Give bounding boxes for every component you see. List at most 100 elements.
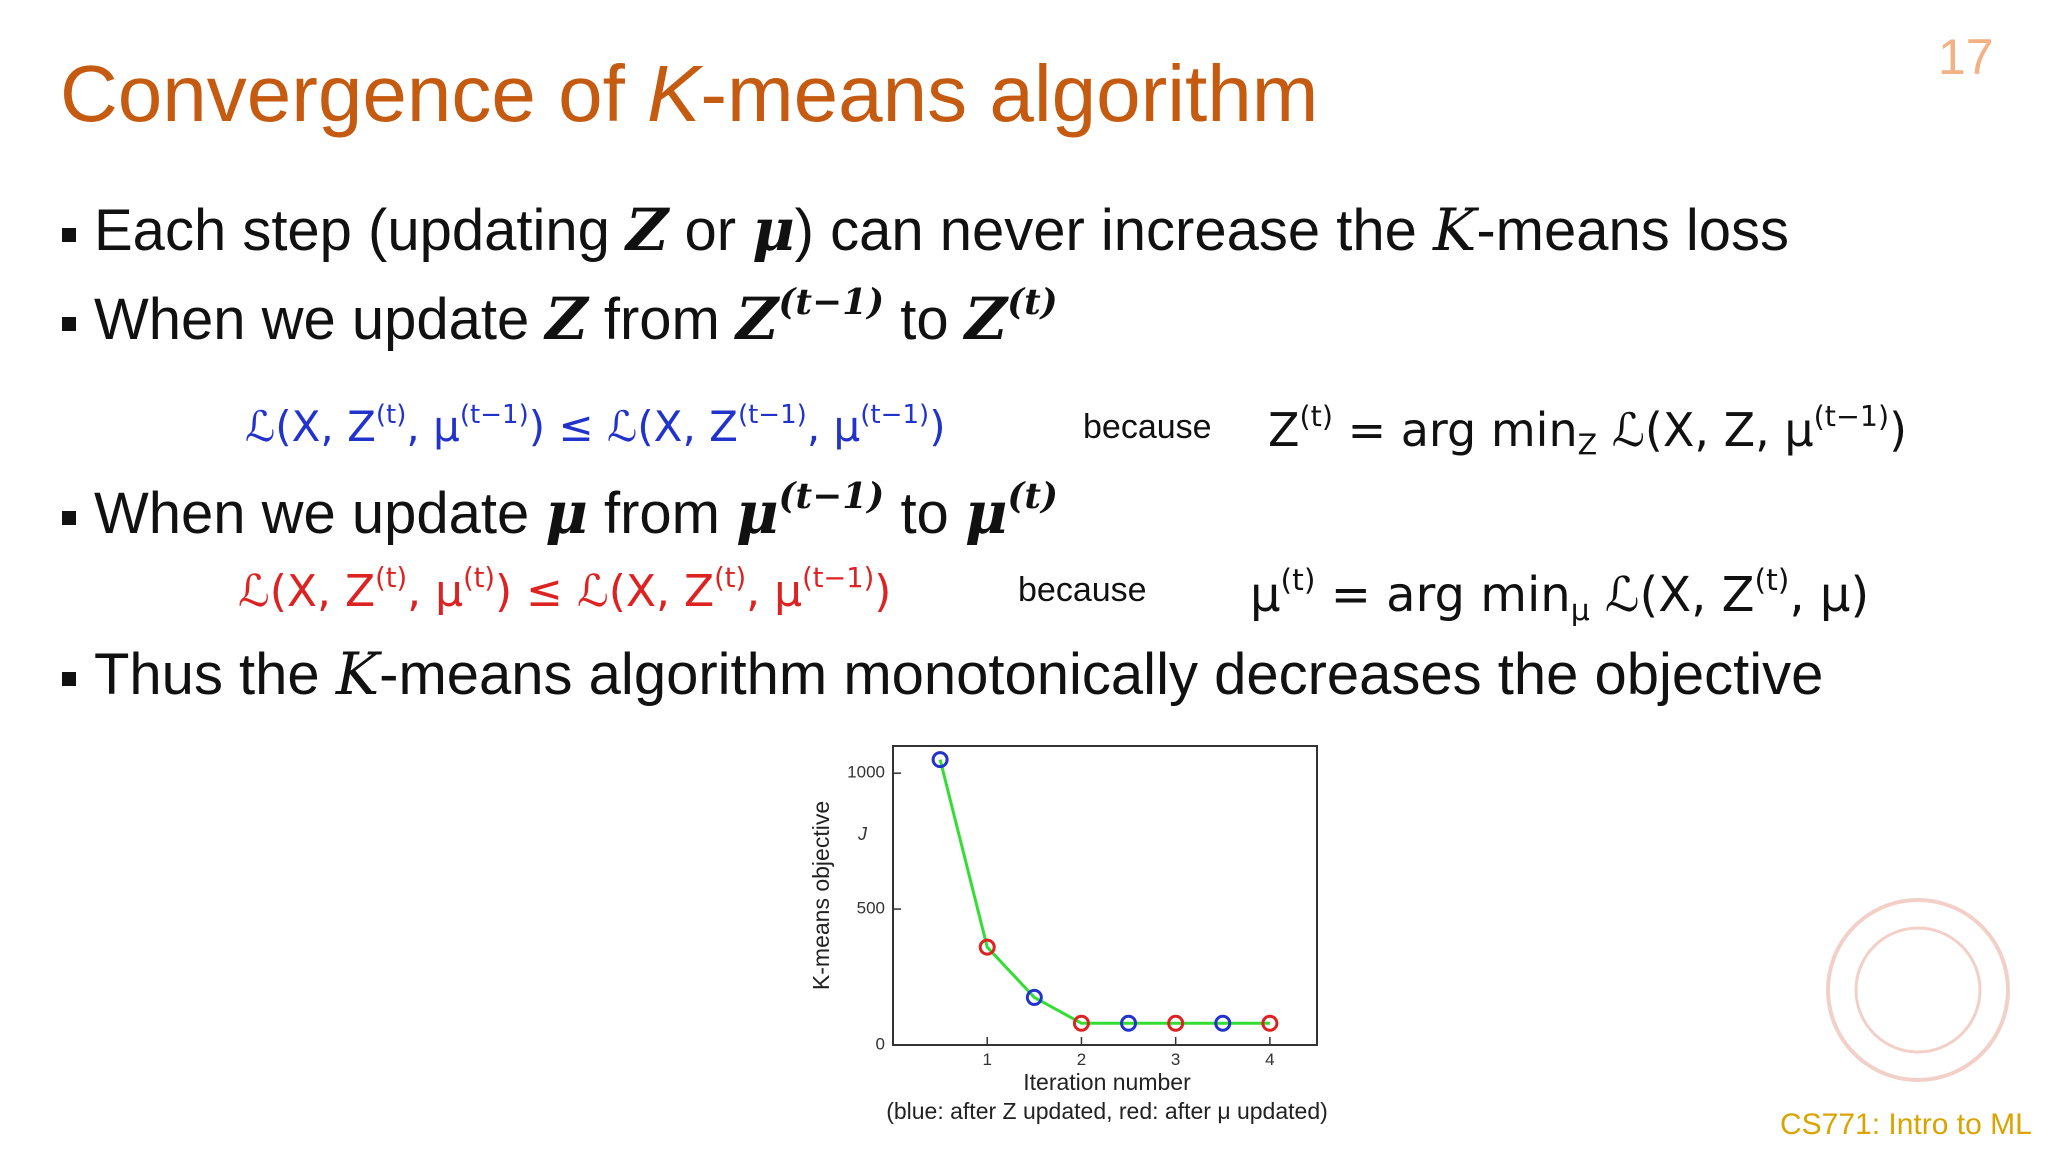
text-run: ℒ(X, Z, μ	[1597, 402, 1814, 457]
plot-frame	[892, 745, 1318, 1046]
because-label: because	[1018, 571, 1147, 609]
text-run: from	[587, 481, 737, 547]
x-tick-label: 3	[1171, 1050, 1180, 1069]
text-run: μ	[545, 479, 588, 548]
text-run: (t)	[375, 400, 407, 430]
text-run: Z	[1577, 428, 1598, 462]
bullet-marker	[62, 316, 76, 331]
text-run: (t−1)	[459, 400, 529, 430]
caption: (blue: after Z updated, red: after μ upd…	[886, 1098, 1328, 1124]
text-run: from	[587, 287, 736, 353]
text-run: Convergence of	[60, 49, 648, 138]
page-number: 17	[1938, 29, 1994, 85]
text-run: ℒ(X, Z	[245, 402, 376, 452]
marker	[1214, 1014, 1232, 1032]
text-run: or	[668, 198, 753, 263]
text-run: -means loss	[1476, 198, 1789, 263]
text-run: , μ)	[1789, 566, 1870, 623]
x-tick-label: 1	[982, 1050, 991, 1069]
text-run: (t−1)	[1813, 400, 1890, 433]
text-run: Z	[545, 285, 588, 354]
marker	[1167, 1014, 1185, 1032]
text-run: = arg min	[1332, 402, 1578, 457]
text-run: , μ	[406, 402, 460, 452]
bullet-marker	[62, 227, 76, 242]
text-run: K	[647, 49, 701, 138]
marker	[931, 751, 949, 769]
text-run: Z	[964, 285, 1008, 354]
text-run: (t)	[1007, 281, 1058, 323]
text-run: )	[1889, 402, 1908, 457]
bullet: When we update μ from μ(t−1) to μ(t)	[62, 475, 1058, 547]
text-run: μ	[736, 479, 779, 548]
text-run: μ	[1570, 592, 1590, 628]
text-run: (t)	[1299, 400, 1333, 433]
text-run: ) ≤ ℒ(X, Z	[528, 402, 738, 452]
text-run: , μ	[806, 402, 861, 452]
text-run: (t−1)	[778, 281, 885, 323]
bullet-marker	[62, 510, 76, 525]
line	[938, 759, 1270, 1025]
text-run: -means algorithm	[700, 49, 1319, 138]
because-label: because	[1083, 408, 1212, 446]
text-run: μ	[964, 479, 1008, 548]
text-run: ℒ(X, Z	[238, 566, 376, 618]
formula-inequality: ℒ(X, Z(t), μ(t)) ≤ ℒ(X, Z(t), μ(t−1))	[238, 563, 891, 617]
formula-inequality: ℒ(X, Z(t), μ(t−1)) ≤ ℒ(X, Z(t−1), μ(t−1)…	[245, 400, 946, 451]
text-run: When we update	[94, 481, 546, 547]
text-run: )	[929, 402, 946, 452]
text-run: (t)	[463, 563, 496, 594]
formula-reason: μ(t) = arg minμ ℒ(X, Z(t), μ)	[1250, 563, 1869, 628]
text-run: (t−1)	[860, 400, 930, 430]
text-run: K	[1432, 196, 1477, 264]
footer: CS771: Intro to ML	[1780, 1108, 2032, 1141]
bullet-marker	[62, 671, 76, 686]
formula-reason: Z(t) = arg minZ ℒ(X, Z, μ(t−1))	[1268, 400, 1907, 462]
x-axis-label: Iteration number	[1023, 1069, 1191, 1095]
text-run: ℒ(X, Z	[1589, 566, 1755, 623]
bullet: When we update Z from Z(t−1) to Z(t)	[62, 281, 1058, 353]
y-axis-label: K-means objective	[808, 801, 834, 990]
x-tick-label: 2	[1077, 1050, 1086, 1069]
x-tick-label: 4	[1265, 1050, 1274, 1069]
text-run: Thus the	[94, 642, 336, 707]
text-run: ) can never increase the	[794, 198, 1433, 263]
text-run: (t)	[375, 563, 408, 594]
text-run: K	[335, 640, 380, 708]
text-run: When we update	[94, 287, 546, 353]
text-run: (t)	[1754, 563, 1790, 598]
text-run: (t−1)	[778, 475, 885, 517]
text-run: Each step (updating	[94, 198, 627, 263]
bullet: Each step (updating Z or μ) can never in…	[62, 196, 1789, 264]
text-run: (t−1)	[802, 563, 875, 594]
marker	[978, 938, 996, 956]
text-run: (t−1)	[737, 400, 807, 430]
logo-inner	[1854, 926, 1982, 1054]
text-run: , μ	[746, 566, 803, 618]
text-run: ) ≤ ℒ(X, Z	[495, 566, 715, 618]
text-run: μ	[1250, 566, 1281, 623]
y-tick-label: 500	[857, 899, 885, 918]
text-run: Z	[626, 196, 669, 264]
text-run: μ	[752, 196, 795, 264]
text-run: (t)	[1007, 475, 1059, 517]
text-run: (t)	[1280, 563, 1316, 598]
text-run: -means algorithm monotonically decreases…	[379, 642, 1824, 707]
text-run: to	[884, 481, 965, 547]
bullet: Thus the K-means algorithm monotonically…	[62, 640, 1823, 708]
y-tick-label: 0	[876, 1034, 885, 1053]
marker	[1072, 1014, 1090, 1032]
logo	[1826, 898, 2010, 1082]
text-run: Z	[1268, 402, 1300, 457]
marker	[1025, 988, 1043, 1006]
text-run: = arg min	[1315, 566, 1571, 623]
marker	[1261, 1014, 1279, 1032]
text-run: (t)	[714, 563, 747, 594]
text-run: , μ	[407, 566, 464, 618]
text-run: to	[884, 287, 965, 353]
marker	[1120, 1014, 1138, 1032]
text-run: )	[874, 566, 892, 618]
y-tick-label: 1000	[847, 763, 885, 782]
